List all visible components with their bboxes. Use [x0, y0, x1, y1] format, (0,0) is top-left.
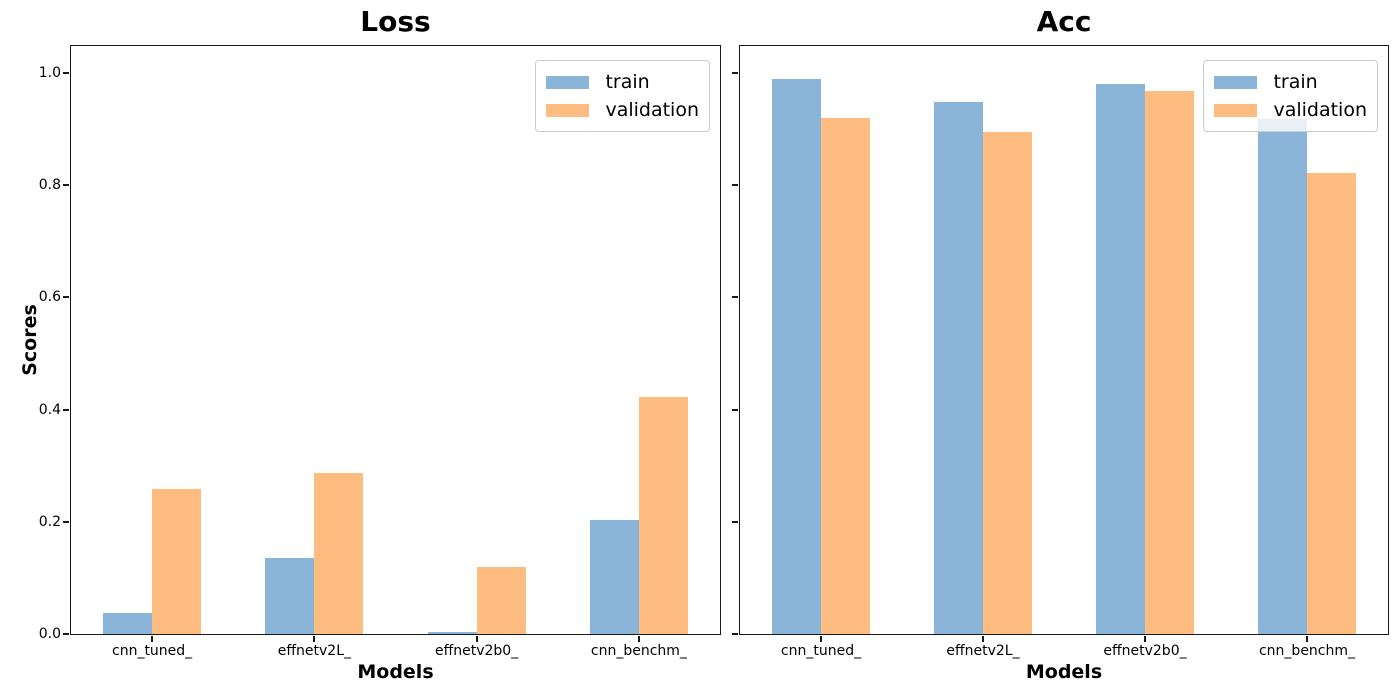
legend-label-validation: validation [605, 99, 699, 121]
x-tick-mark [151, 636, 154, 642]
y-tick-mark [63, 184, 69, 187]
acc-chart-title: Acc [1036, 5, 1092, 38]
x-tick-mark [982, 636, 984, 642]
train-color-swatch [546, 75, 590, 89]
x-tick-mark [1306, 636, 1308, 642]
legend: train validation [1203, 60, 1378, 132]
y-tick-mark [732, 184, 738, 187]
x-tick-mark [313, 636, 316, 642]
bar-train-cnn_tuned_ [772, 79, 821, 634]
y-tick-mark [63, 633, 69, 635]
y-tick-mark [63, 296, 69, 299]
bar-train-effnetv2L_ [265, 558, 315, 634]
legend-item-train: train [1214, 69, 1367, 95]
y-tick-label: 0.6 [38, 289, 61, 306]
y-tick-label: 0.4 [38, 401, 61, 418]
bar-validation-cnn_benchm_ [1307, 173, 1356, 634]
bar-validation-effnetv2L_ [983, 132, 1032, 634]
x-tick-mark [820, 636, 822, 642]
bar-train-effnetv2L_ [934, 102, 983, 634]
loss-axes: train validation 0.0 0.2 0.4 0.6 0.8 1.0 cnn_t… [39, 45, 721, 659]
y-tick-mark [63, 408, 69, 411]
y-tick-mark [732, 296, 738, 299]
legend-item-train: train [546, 69, 699, 95]
legend-item-validation: validation [1214, 97, 1367, 123]
x-tick-label-effnetv2b0_: effnetv2b0_ [434, 643, 519, 659]
loss-chart-title: Loss [360, 5, 431, 38]
bar-validation-cnn_tuned_ [821, 118, 870, 634]
x-tick-mark [475, 636, 478, 642]
x-tick-label-effnetv2L_: effnetv2L_ [277, 643, 351, 659]
y-tick-mark [732, 633, 738, 635]
x-axis-label: Models [357, 661, 434, 683]
bar-train-effnetv2b0_ [427, 632, 477, 634]
acc-axes: train validation cnn_tuned_ effnetv2L_ eff… [732, 45, 1389, 659]
y-tick-mark [732, 520, 738, 523]
y-tick-label: 1.0 [38, 64, 61, 81]
x-tick-label-cnn_benchm_: cnn_benchm_ [1258, 643, 1356, 659]
y-axis-label: Scores [19, 304, 41, 376]
bar-validation-cnn_benchm_ [638, 397, 688, 634]
y-tick-mark [732, 71, 738, 74]
x-tick-label-cnn_tuned_: cnn_tuned_ [112, 643, 193, 659]
y-tick-mark [63, 520, 69, 523]
y-tick-mark [63, 71, 69, 74]
x-tick-mark [637, 636, 640, 642]
legend-label-train: train [1273, 71, 1318, 93]
x-tick-label-effnetv2b0_: effnetv2b0_ [1103, 643, 1187, 659]
bar-train-cnn_tuned_ [103, 613, 153, 634]
x-tick-label-effnetv2L_: effnetv2L_ [946, 643, 1020, 659]
legend: train validation [535, 60, 710, 132]
y-tick-label: 0.8 [38, 177, 61, 194]
bar-validation-effnetv2b0_ [476, 567, 526, 634]
x-tick-label-cnn_tuned_: cnn_tuned_ [780, 643, 862, 659]
y-tick-mark [732, 408, 738, 411]
bar-validation-cnn_tuned_ [152, 489, 202, 634]
validation-color-swatch [546, 103, 590, 117]
x-axis-label: Models [1025, 661, 1103, 683]
y-tick-label: 0.0 [38, 626, 61, 642]
bar-validation-effnetv2L_ [314, 473, 364, 634]
train-color-swatch [1214, 75, 1258, 89]
legend-item-validation: validation [546, 97, 699, 123]
x-tick-mark [1144, 636, 1146, 642]
bar-train-cnn_benchm_ [589, 520, 639, 634]
bar-train-effnetv2b0_ [1096, 84, 1145, 634]
x-tick-label-cnn_benchm_: cnn_benchm_ [590, 643, 687, 659]
legend-label-train: train [605, 71, 650, 93]
validation-color-swatch [1214, 103, 1258, 117]
legend-label-validation: validation [1273, 99, 1367, 121]
y-tick-label: 0.2 [38, 513, 61, 530]
bar-train-cnn_benchm_ [1258, 119, 1307, 634]
bar-validation-effnetv2b0_ [1145, 91, 1194, 634]
